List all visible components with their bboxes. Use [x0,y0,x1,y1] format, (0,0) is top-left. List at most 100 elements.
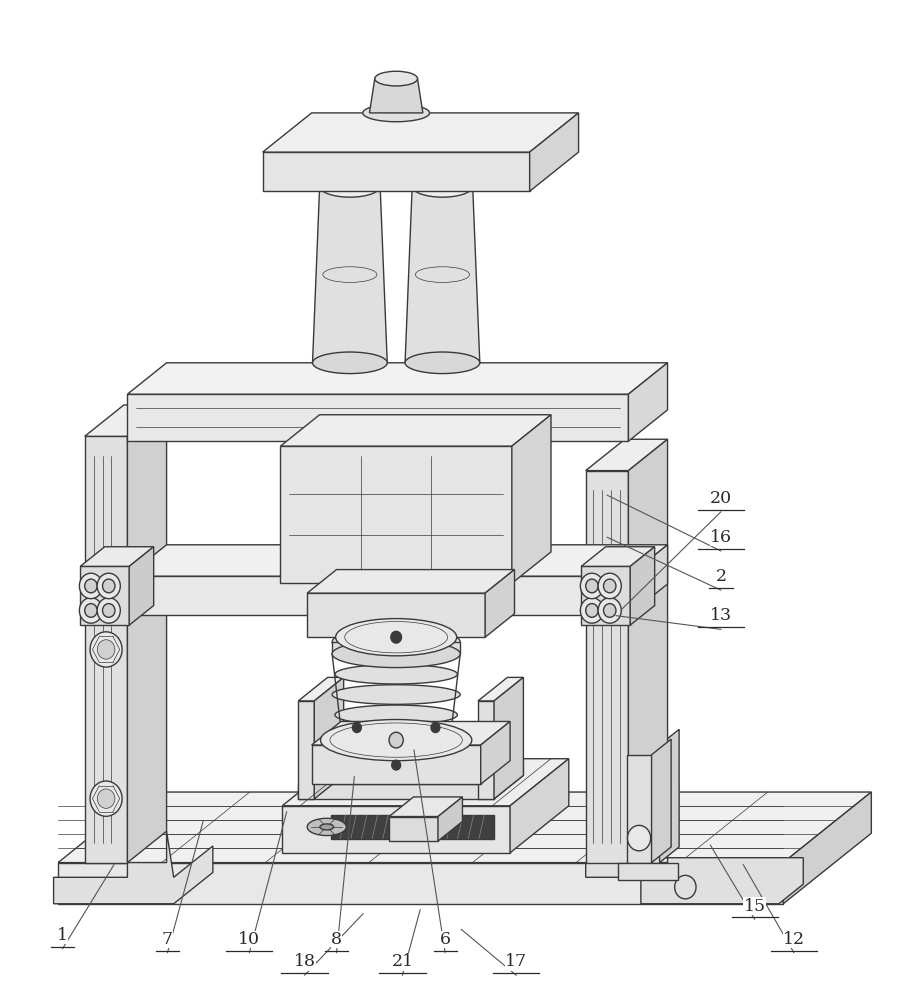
Ellipse shape [335,705,458,725]
Polygon shape [627,755,652,863]
Polygon shape [370,79,423,113]
Polygon shape [628,439,667,863]
Polygon shape [652,739,671,863]
Ellipse shape [412,176,473,197]
Text: 12: 12 [783,931,805,948]
Ellipse shape [336,619,457,656]
Text: 8: 8 [331,931,342,948]
Polygon shape [262,113,578,152]
Polygon shape [331,815,494,839]
Polygon shape [84,405,166,436]
Circle shape [580,573,604,599]
Ellipse shape [375,71,418,86]
Circle shape [84,604,97,617]
Polygon shape [628,545,667,615]
Text: 13: 13 [710,607,732,624]
Polygon shape [630,547,655,625]
Polygon shape [478,677,523,701]
Ellipse shape [332,640,460,668]
Polygon shape [58,863,784,904]
Circle shape [586,604,598,617]
Polygon shape [438,797,462,841]
Polygon shape [80,547,153,566]
Polygon shape [784,792,872,904]
Circle shape [90,781,122,816]
Polygon shape [617,863,678,880]
Polygon shape [127,394,628,441]
Text: 6: 6 [439,931,450,948]
Polygon shape [405,186,479,363]
Polygon shape [127,363,667,394]
Circle shape [352,723,361,733]
Polygon shape [127,405,166,863]
Circle shape [79,598,103,623]
Polygon shape [298,677,343,701]
Ellipse shape [332,685,460,704]
Polygon shape [127,576,628,615]
Circle shape [97,573,120,599]
Circle shape [675,875,696,899]
Text: 18: 18 [293,953,315,970]
Polygon shape [281,446,512,583]
Circle shape [103,579,115,593]
Polygon shape [659,729,679,863]
Polygon shape [127,545,667,576]
Text: 16: 16 [710,529,732,546]
Polygon shape [314,677,343,799]
Polygon shape [586,439,667,471]
Polygon shape [282,759,568,806]
Polygon shape [389,817,438,841]
Ellipse shape [332,627,460,657]
Polygon shape [84,436,127,863]
Circle shape [97,598,120,623]
Polygon shape [54,831,212,904]
Polygon shape [307,570,515,593]
Polygon shape [281,415,551,446]
Ellipse shape [320,176,380,197]
Ellipse shape [341,725,450,745]
Ellipse shape [320,824,333,830]
Circle shape [627,825,651,851]
Text: 1: 1 [57,927,68,944]
Text: 2: 2 [716,568,726,585]
Ellipse shape [335,664,458,684]
Ellipse shape [405,352,479,374]
Polygon shape [262,152,529,191]
Polygon shape [298,761,523,784]
Text: 7: 7 [162,931,173,948]
Polygon shape [529,113,578,191]
Text: 20: 20 [710,490,732,507]
Polygon shape [628,745,659,863]
Polygon shape [478,701,494,799]
Polygon shape [307,593,485,637]
Polygon shape [485,570,515,637]
Circle shape [580,598,604,623]
Polygon shape [311,745,480,784]
Circle shape [391,760,400,770]
Ellipse shape [363,104,429,122]
Polygon shape [512,415,551,583]
Polygon shape [389,797,462,817]
Circle shape [586,579,598,593]
Polygon shape [298,701,314,799]
Circle shape [97,789,115,808]
Polygon shape [129,547,153,625]
Circle shape [598,573,621,599]
Ellipse shape [307,818,346,836]
Circle shape [103,604,115,617]
Polygon shape [581,547,655,566]
Circle shape [598,598,621,623]
Polygon shape [80,566,129,625]
Circle shape [389,732,403,748]
Polygon shape [58,792,872,863]
Circle shape [431,723,439,733]
Text: 10: 10 [238,931,261,948]
Ellipse shape [341,644,450,664]
Circle shape [97,640,115,659]
Circle shape [390,631,401,643]
Text: 21: 21 [391,953,413,970]
Polygon shape [312,186,387,363]
Circle shape [604,604,616,617]
Ellipse shape [312,352,388,374]
Ellipse shape [321,720,472,761]
